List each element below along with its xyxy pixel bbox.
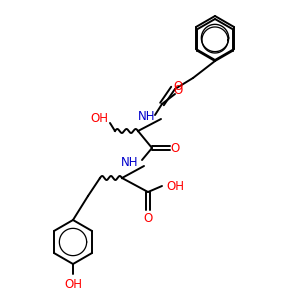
Text: O: O: [170, 142, 180, 154]
Text: O: O: [143, 212, 153, 224]
Text: NH: NH: [138, 110, 156, 122]
Text: O: O: [173, 80, 183, 94]
Text: OH: OH: [64, 278, 82, 290]
Text: O: O: [173, 85, 183, 98]
Text: OH: OH: [90, 112, 108, 124]
Text: OH: OH: [166, 179, 184, 193]
Text: NH: NH: [121, 155, 139, 169]
